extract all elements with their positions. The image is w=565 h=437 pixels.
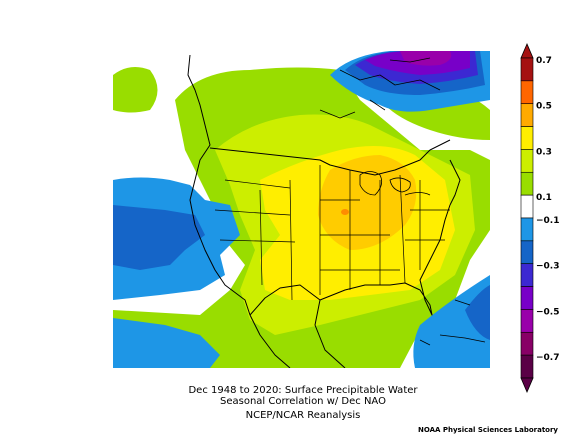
colorbar-swatch [520, 286, 534, 310]
contour-neg-0.2-region-caribbean [465, 285, 490, 340]
contour-neg-0.2-region-west [113, 205, 205, 270]
colorbar-swatch [520, 240, 534, 265]
map-boundaries [187, 54, 486, 368]
colorbar-swatch [520, 194, 534, 219]
colorbar-label: 0.3 [536, 147, 552, 157]
colorbar-swatch [520, 331, 534, 356]
credit-text: NOAA Physical Sciences Laboratory [417, 426, 558, 434]
colorbar-label: −0.7 [536, 353, 559, 363]
map-subtitle: Seasonal Correlation w/ Dec NAO [220, 396, 386, 407]
colorbar-label: 0.5 [536, 102, 552, 112]
colorbar-swatch [520, 263, 534, 287]
great-lakes [359, 171, 431, 196]
colorbar-label: −0.5 [536, 307, 559, 317]
map-title: Dec 1948 to 2020: Surface Precipitable W… [188, 385, 418, 396]
gulf-coastline [249, 204, 451, 316]
contour-fills [113, 51, 490, 368]
map-source: NCEP/NCAR Reanalysis [245, 410, 361, 421]
colorbar-label: −0.3 [536, 262, 559, 272]
colorbar-label: 0.1 [536, 193, 552, 203]
colorbar-swatch [520, 126, 534, 150]
us-canada-border [209, 139, 451, 176]
colorbar-swatch [520, 354, 534, 379]
mexico-coastline [249, 299, 346, 368]
colorbar-swatch [520, 171, 534, 196]
colorbar-bottom-arrow [520, 377, 534, 394]
colorbar-swatch [520, 80, 534, 105]
caribbean-islands [419, 299, 486, 346]
state-lines [214, 165, 450, 301]
colorbar-swatch [520, 309, 534, 333]
colorbar-swatch [520, 149, 534, 173]
contour-neg-0.5-region-arctic [400, 51, 452, 66]
contour-0.5-spot [341, 209, 349, 215]
colorbar-label: 0.7 [536, 56, 552, 66]
colorbar: 0.7 0.5 0.3 0.1 −0.1 −0.3 −0.5 −0.7 [520, 42, 559, 394]
colorbar-swatch [520, 217, 534, 242]
contour-neg-0.1-region-baja [113, 318, 220, 368]
colorbar-swatch [520, 57, 534, 82]
arctic-islands [319, 57, 441, 119]
colorbar-top-arrow [520, 42, 534, 59]
colorbar-swatch [520, 103, 534, 127]
contour-neg-0.1-region-caribbean [413, 275, 490, 368]
atlantic-coastline [449, 159, 461, 206]
contour-0.1-region-nw [113, 66, 158, 113]
colorbar-label: −0.1 [536, 216, 559, 226]
pacific-coastline [187, 54, 251, 316]
contour-0.4-region [318, 155, 417, 250]
